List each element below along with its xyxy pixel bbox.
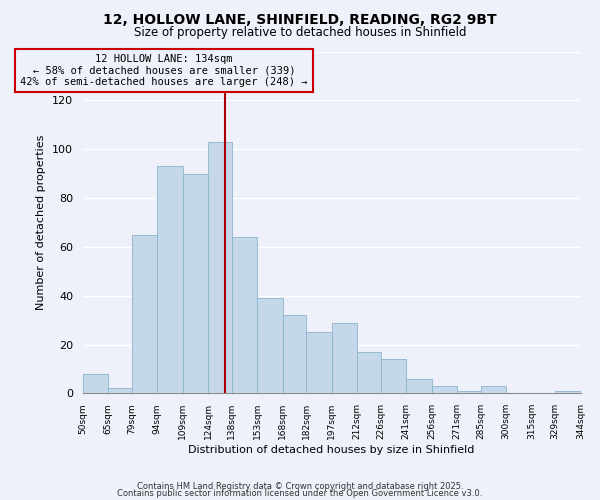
- Text: 12, HOLLOW LANE, SHINFIELD, READING, RG2 9BT: 12, HOLLOW LANE, SHINFIELD, READING, RG2…: [103, 12, 497, 26]
- Bar: [357, 352, 381, 394]
- Bar: [208, 142, 232, 394]
- Bar: [132, 234, 157, 394]
- Text: Contains HM Land Registry data © Crown copyright and database right 2025.: Contains HM Land Registry data © Crown c…: [137, 482, 463, 491]
- Bar: [157, 166, 183, 394]
- Y-axis label: Number of detached properties: Number of detached properties: [37, 134, 46, 310]
- Bar: [481, 386, 506, 394]
- Bar: [457, 391, 481, 394]
- Bar: [431, 386, 457, 394]
- Bar: [306, 332, 332, 394]
- Text: Size of property relative to detached houses in Shinfield: Size of property relative to detached ho…: [134, 26, 466, 39]
- Bar: [381, 359, 406, 394]
- Bar: [108, 388, 132, 394]
- Bar: [406, 378, 431, 394]
- Bar: [283, 315, 306, 394]
- Bar: [555, 391, 581, 394]
- Text: Contains public sector information licensed under the Open Government Licence v3: Contains public sector information licen…: [118, 490, 482, 498]
- Bar: [232, 237, 257, 394]
- Text: 12 HOLLOW LANE: 134sqm
← 58% of detached houses are smaller (339)
42% of semi-de: 12 HOLLOW LANE: 134sqm ← 58% of detached…: [20, 54, 308, 87]
- Bar: [332, 322, 357, 394]
- Bar: [257, 298, 283, 394]
- X-axis label: Distribution of detached houses by size in Shinfield: Distribution of detached houses by size …: [188, 445, 475, 455]
- Bar: [83, 374, 108, 394]
- Bar: [183, 174, 208, 394]
